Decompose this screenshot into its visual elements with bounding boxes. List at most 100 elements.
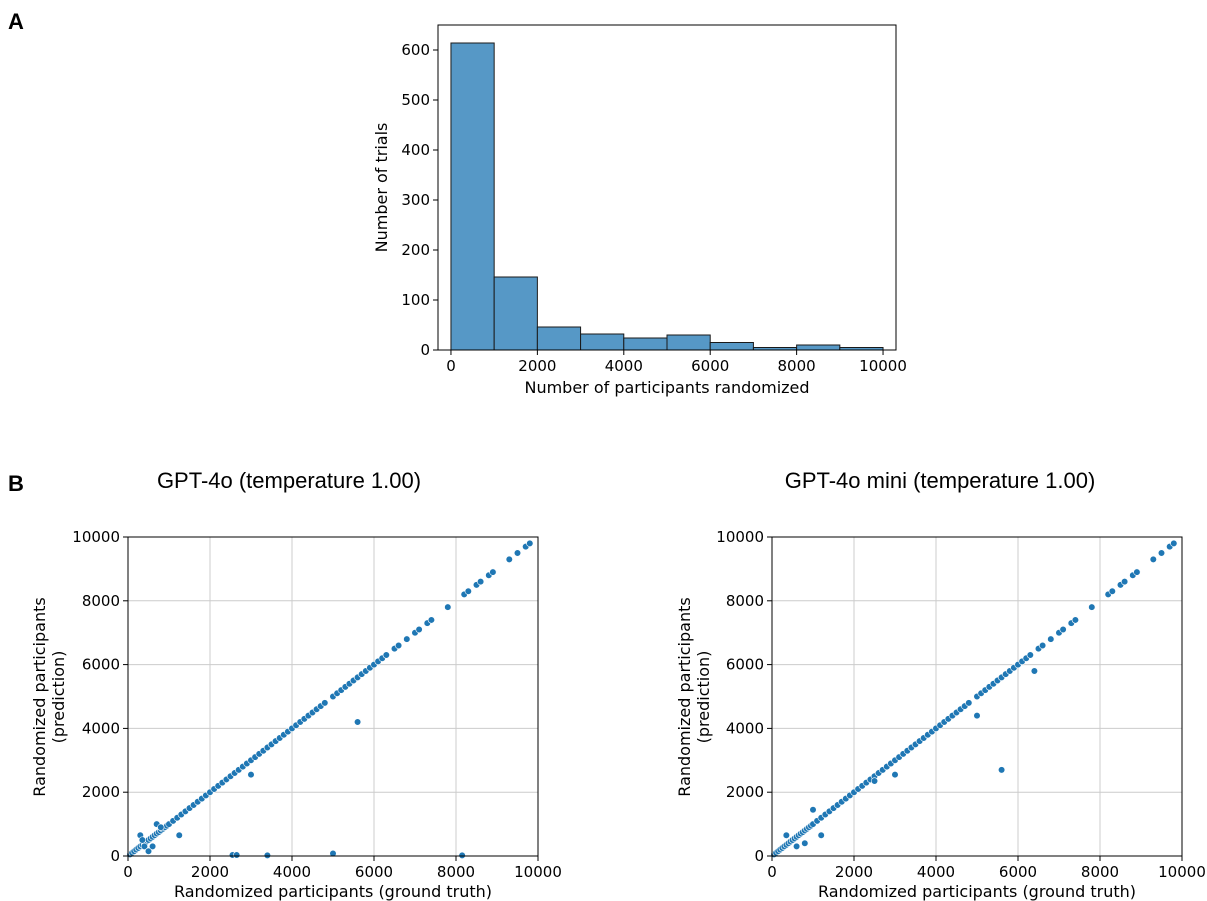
histogram-chart: 0 2000 4000 6000 8000 10000 0 100 200 300 400 500 6…	[372, 24, 907, 397]
panel-letter-a: A	[8, 9, 24, 34]
scatter-gpt4o-x-ticks: 0 2000 4000 6000 8000 10000	[123, 856, 562, 881]
x-tick-label: 8000	[437, 863, 475, 881]
scatter-gpt4o-mini-x-axis-label: Randomized participants (ground truth)	[818, 882, 1136, 901]
y-tick-label: 500	[401, 91, 430, 109]
scatter-point	[505, 555, 513, 563]
scatter-point	[175, 831, 183, 839]
scatter-point	[965, 699, 973, 707]
scatter-point	[157, 823, 165, 831]
scatter-point	[1026, 651, 1034, 659]
histogram-bar	[709, 342, 754, 351]
histogram-bar	[493, 276, 538, 351]
scatter-point	[321, 699, 329, 707]
scatter-point	[354, 718, 362, 726]
scatter-point	[817, 831, 825, 839]
histogram-frame	[437, 24, 897, 351]
scatter-point	[870, 777, 879, 785]
scatter-gpt4o-mini-y-label-line2: (prediction)	[694, 651, 713, 744]
x-tick-label: 10000	[1158, 863, 1206, 881]
y-tick-label: 0	[420, 341, 430, 359]
y-tick-label: 100	[401, 291, 430, 309]
y-tick-label: 400	[401, 141, 430, 159]
scatter-gpt4o-mini-title: GPT-4o mini (temperature 1.00)	[785, 468, 1096, 493]
scatter-point	[809, 806, 817, 814]
y-tick-label: 2000	[82, 783, 120, 801]
scatter-point	[458, 851, 466, 859]
x-tick-label: 2000	[518, 357, 556, 375]
histogram-x-axis-label: Number of participants randomized	[524, 378, 809, 397]
y-tick-label: 8000	[82, 592, 120, 610]
scatter-point	[1059, 625, 1067, 634]
x-tick-label: 4000	[605, 357, 643, 375]
x-tick-label: 6000	[999, 863, 1037, 881]
scatter-point	[1047, 635, 1055, 643]
histogram-bar	[623, 337, 668, 351]
histogram-x-ticks: 0 2000 4000 6000 8000 10000	[446, 350, 907, 375]
scatter-point	[973, 712, 981, 720]
scatter-gpt4o-mini-frame	[771, 536, 1183, 857]
x-tick-label: 2000	[835, 863, 873, 881]
scatter-point	[427, 616, 436, 624]
scatter-chart-gpt4o: GPT-4o (temperature 1.00) 0 2000 4000 6000 8…	[30, 468, 562, 901]
scatter-point	[329, 849, 337, 858]
scatter-point	[1088, 603, 1096, 611]
scatter-point	[782, 831, 790, 839]
scatter-gpt4o-y-ticks: 0 2000 4000 6000 8000 10000	[72, 528, 128, 865]
x-tick-label: 4000	[917, 863, 955, 881]
panel-letter-b: B	[8, 471, 24, 496]
scatter-point	[444, 603, 452, 611]
y-tick-label: 4000	[82, 719, 120, 737]
y-tick-label: 600	[401, 41, 430, 59]
scatter-point	[138, 836, 146, 844]
histogram-bar	[580, 333, 625, 351]
scatter-point	[464, 587, 472, 595]
scatter-point	[477, 578, 485, 586]
scatter-point	[149, 842, 157, 851]
scatter-gpt4o-mini-points	[770, 539, 1178, 859]
scatter-point	[891, 771, 899, 779]
scatter-gpt4o-mini-x-ticks: 0 2000 4000 6000 8000 10000	[767, 856, 1206, 881]
y-tick-label: 200	[401, 241, 430, 259]
scatter-gpt4o-mini-y-axis-label: Randomized participants (prediction)	[675, 597, 713, 796]
scatter-gpt4o-x-axis-label: Randomized participants (ground truth)	[174, 882, 492, 901]
scatter-point	[1030, 667, 1038, 675]
scatter-point	[1133, 568, 1141, 576]
scatter-gpt4o-y-label-line2: (prediction)	[49, 651, 68, 744]
scatter-gpt4o-frame	[127, 536, 539, 857]
y-tick-label: 8000	[726, 592, 764, 610]
y-tick-label: 10000	[72, 528, 120, 546]
scatter-point	[247, 771, 255, 779]
x-tick-label: 0	[446, 357, 456, 375]
x-tick-label: 10000	[514, 863, 562, 881]
histogram-y-axis-label: Number of trials	[372, 123, 391, 253]
scatter-point	[1157, 549, 1166, 557]
scatter-point	[382, 651, 390, 659]
x-tick-label: 0	[123, 863, 133, 881]
x-tick-label: 8000	[778, 357, 816, 375]
scatter-gpt4o-y-label-line1: Randomized participants	[30, 597, 49, 796]
histogram-y-ticks: 0 100 200 300 400 500 600	[401, 41, 438, 359]
x-tick-label: 6000	[355, 863, 393, 881]
x-tick-label: 8000	[1081, 863, 1119, 881]
y-tick-label: 6000	[726, 656, 764, 674]
scatter-point	[233, 851, 241, 859]
scatter-point	[1149, 555, 1157, 563]
scatter-point	[395, 641, 403, 650]
scatter-point	[415, 625, 423, 634]
x-tick-label: 10000	[859, 357, 907, 375]
histogram-bars	[450, 42, 884, 351]
scatter-point	[801, 839, 809, 847]
x-tick-label: 6000	[691, 357, 729, 375]
scatter-point	[140, 842, 148, 851]
scatter-gpt4o-title: GPT-4o (temperature 1.00)	[157, 468, 421, 493]
scatter-point	[526, 539, 534, 547]
histogram-bar	[536, 326, 582, 351]
y-tick-label: 10000	[716, 528, 764, 546]
x-tick-label: 0	[767, 863, 777, 881]
scatter-chart-gpt4o-mini: GPT-4o mini (temperature 1.00) 0 2000 4000…	[675, 468, 1206, 901]
scatter-gpt4o-y-axis-label: Randomized participants (prediction)	[30, 597, 68, 796]
scatter-point	[1170, 539, 1178, 547]
histogram-bar	[796, 344, 841, 351]
scatter-point	[1038, 641, 1047, 650]
